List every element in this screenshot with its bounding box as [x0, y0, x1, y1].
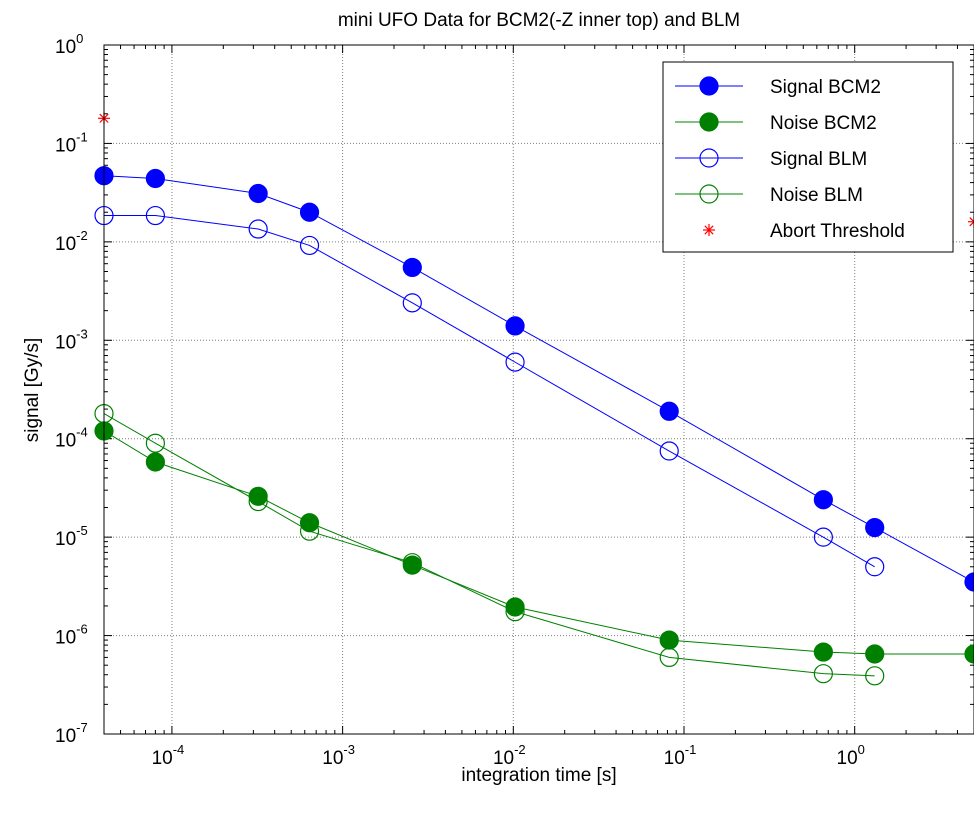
data-point: [145, 452, 165, 472]
legend: Signal BCM2 Noise BCM2 Signal BLM Noise BLM…: [662, 61, 954, 253]
y-tick-label: 10-7: [55, 720, 88, 747]
data-point: [968, 215, 974, 228]
legend-item: Signal BLM: [675, 148, 867, 170]
y-tick-label: 100: [55, 31, 83, 58]
y-tick-label: 10-5: [55, 523, 88, 550]
data-point: [299, 235, 320, 256]
series-noise-bcm2: [94, 421, 974, 664]
data-point: [659, 441, 679, 461]
y-tick-label: 10-3: [55, 326, 88, 353]
x-tick-label: 100: [837, 742, 865, 769]
data-point: [659, 401, 679, 421]
data-point: [505, 316, 525, 336]
legend-label: Abort Threshold: [770, 221, 905, 242]
data-point: [299, 521, 320, 541]
data-point: [865, 644, 885, 664]
data-point: [145, 205, 165, 226]
y-tick-label: 10-2: [55, 228, 88, 255]
data-point: [813, 642, 833, 662]
data-point: [402, 257, 422, 278]
data-point: [248, 183, 268, 204]
y-tick-label: 10-1: [55, 129, 88, 156]
data-point: [865, 518, 885, 538]
series-line: [104, 215, 875, 568]
data-point: [402, 553, 422, 573]
legend-marker: [703, 224, 715, 236]
series-line: [103, 175, 974, 583]
data-point: [964, 572, 974, 592]
series-signal-bcm2: [94, 166, 974, 592]
data-point: [248, 219, 268, 239]
data-point: [659, 630, 679, 650]
legend-item: Noise BCM2: [675, 112, 877, 134]
legend-marker: [699, 184, 719, 204]
series-line: [103, 430, 974, 655]
legend-item: Signal BCM2: [675, 76, 881, 98]
legend-marker: [699, 112, 719, 132]
y-tick-labels: 100 10-1 10-2 10-3 10-4 10-5 10-6 10-7: [55, 31, 88, 747]
legend-label: Signal BLM: [770, 149, 867, 170]
legend-marker: [699, 76, 719, 96]
x-tick-label: 10-1: [664, 742, 697, 769]
data-point: [813, 527, 833, 547]
data-point: [865, 666, 885, 686]
data-point: [505, 352, 525, 372]
data-point: [813, 664, 833, 684]
data-point: [505, 602, 525, 622]
legend-label: Signal BCM2: [770, 77, 881, 98]
x-tick-label: 10-2: [493, 742, 526, 769]
y-tick-label: 10-4: [55, 425, 88, 452]
legend-item: Abort Threshold: [703, 221, 905, 242]
data-point: [248, 486, 268, 506]
series-signal-blm: [94, 205, 885, 577]
y-tick-label: 10-6: [55, 622, 88, 649]
data-point: [865, 557, 885, 577]
data-point: [145, 433, 165, 453]
plot-frame: [103, 44, 974, 735]
x-tick-label: 10-3: [322, 742, 355, 769]
data-point: [813, 490, 833, 510]
legend-label: Noise BLM: [770, 185, 863, 206]
y-axis-label: signal [Gy/s]: [22, 338, 43, 443]
legend-label: Noise BCM2: [770, 113, 877, 134]
x-tick-labels: 10-4 10-3 10-2 10-1 100: [152, 742, 865, 769]
data-point: [402, 293, 422, 313]
data-point: [299, 202, 320, 222]
chart-title: mini UFO Data for BCM2(-Z inner top) and…: [338, 10, 740, 31]
data-point: [659, 647, 679, 668]
data-point: [964, 644, 974, 664]
x-tick-label: 10-4: [152, 742, 185, 769]
x-axis-label: integration time [s]: [461, 765, 616, 786]
legend-marker: [699, 148, 719, 168]
data-point: [145, 168, 165, 189]
legend-item: Noise BLM: [675, 184, 863, 206]
series-line: [103, 413, 875, 677]
data-point: [248, 491, 268, 512]
series-layer: [94, 112, 974, 686]
